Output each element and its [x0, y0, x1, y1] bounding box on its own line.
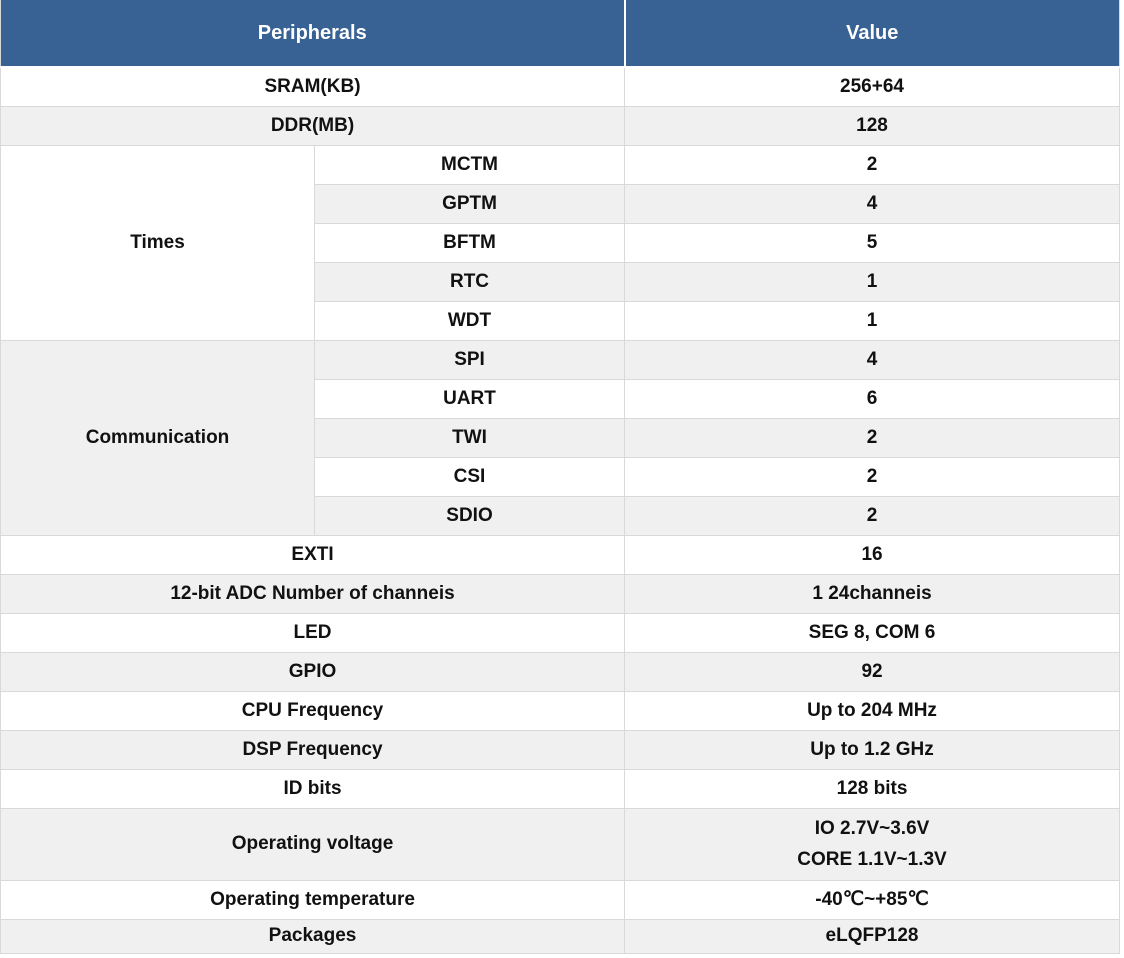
- table-row: Operating temperature -40℃~+85℃: [0, 879, 1121, 920]
- peripheral-label-cell: EXTI: [0, 534, 626, 575]
- value-cell: SEG 8, COM 6: [624, 612, 1121, 653]
- value-line-2: CORE 1.1V~1.3V: [797, 849, 947, 870]
- value-cell: 2: [624, 417, 1121, 458]
- value-cell: 16: [624, 534, 1121, 575]
- column-header-value: Value: [624, 0, 1121, 68]
- table-row: WDT 1: [1, 300, 1121, 341]
- value-cell: 92: [624, 651, 1121, 692]
- column-header-peripherals: Peripherals: [0, 0, 626, 68]
- value-cell: 2: [624, 495, 1121, 536]
- group-cell-times: Times: [0, 144, 315, 341]
- peripheral-label-cell: DSP Frequency: [0, 729, 626, 770]
- value-line-1: IO 2.7V~3.6V: [814, 818, 930, 839]
- table-row: CPU Frequency Up to 204 MHz: [0, 690, 1121, 731]
- table-row: RTC 1: [1, 261, 1121, 302]
- peripheral-label-cell: Operating voltage: [0, 807, 626, 881]
- table-row: BFTM 5: [1, 222, 1121, 263]
- table-row: Communication SPI 4: [0, 339, 1121, 536]
- table-row: CSI 2: [1, 456, 1121, 497]
- peripheral-label-cell: ID bits: [0, 768, 626, 809]
- value-cell: 4: [624, 183, 1121, 224]
- peripheral-label-cell: Packages: [0, 918, 626, 954]
- peripheral-label-cell: LED: [0, 612, 626, 653]
- value-cell: 1 24channeis: [624, 573, 1121, 614]
- table-row: 12-bit ADC Number of channeis 1 24channe…: [0, 573, 1121, 614]
- peripheral-label-cell: SRAM(KB): [0, 66, 626, 107]
- table-row: GPTM 4: [1, 183, 1121, 224]
- peripheral-label-cell: 12-bit ADC Number of channeis: [0, 573, 626, 614]
- value-cell: Up to 204 MHz: [624, 690, 1121, 731]
- table-row: SRAM(KB) 256+64: [0, 66, 1121, 107]
- peripheral-sublabel-cell: SDIO: [313, 495, 626, 536]
- value-cell: 128 bits: [624, 768, 1121, 809]
- table-row: DDR(MB) 128: [0, 105, 1121, 146]
- peripheral-label-cell: CPU Frequency: [0, 690, 626, 731]
- peripheral-sublabel-cell: RTC: [313, 261, 626, 302]
- table-row: Times MCTM 2: [0, 144, 1121, 341]
- peripheral-sublabel-cell: SPI: [313, 339, 626, 380]
- peripheral-sublabel-cell: MCTM: [313, 144, 626, 185]
- group-cell-communication: Communication: [0, 339, 315, 536]
- table-row: Packages eLQFP128: [0, 918, 1121, 954]
- peripheral-sublabel-cell: WDT: [313, 300, 626, 341]
- peripheral-label-cell: GPIO: [0, 651, 626, 692]
- peripheral-label-cell: DDR(MB): [0, 105, 626, 146]
- value-cell: 4: [624, 339, 1121, 380]
- table-row: Operating voltage IO 2.7V~3.6V CORE 1.1V…: [0, 807, 1121, 881]
- value-cell: 6: [624, 378, 1121, 419]
- peripheral-sublabel-cell: UART: [313, 378, 626, 419]
- value-cell: eLQFP128: [624, 918, 1121, 954]
- table-row: SDIO 2: [1, 495, 1121, 536]
- peripheral-sublabel-cell: BFTM: [313, 222, 626, 263]
- value-cell: 128: [624, 105, 1121, 146]
- value-cell: -40℃~+85℃: [624, 879, 1121, 920]
- header-row: Peripherals Value: [0, 0, 1121, 68]
- table-row: EXTI 16: [0, 534, 1121, 575]
- value-cell: 256+64: [624, 66, 1121, 107]
- table-row: UART 6: [1, 378, 1121, 419]
- table-row: LED SEG 8, COM 6: [0, 612, 1121, 653]
- value-cell: Up to 1.2 GHz: [624, 729, 1121, 770]
- peripheral-sublabel-cell: CSI: [313, 456, 626, 497]
- table-row: TWI 2: [1, 417, 1121, 458]
- table-row: DSP Frequency Up to 1.2 GHz: [0, 729, 1121, 770]
- value-cell: 5: [624, 222, 1121, 263]
- value-cell: 2: [624, 144, 1121, 185]
- table-row: GPIO 92: [0, 651, 1121, 692]
- table-row: ID bits 128 bits: [0, 768, 1121, 809]
- value-cell: IO 2.7V~3.6V CORE 1.1V~1.3V: [624, 807, 1121, 881]
- peripheral-sublabel-cell: GPTM: [313, 183, 626, 224]
- value-cell: 1: [624, 261, 1121, 302]
- peripheral-label-cell: Operating temperature: [0, 879, 626, 920]
- value-cell: 2: [624, 456, 1121, 497]
- peripheral-sublabel-cell: TWI: [313, 417, 626, 458]
- value-cell: 1: [624, 300, 1121, 341]
